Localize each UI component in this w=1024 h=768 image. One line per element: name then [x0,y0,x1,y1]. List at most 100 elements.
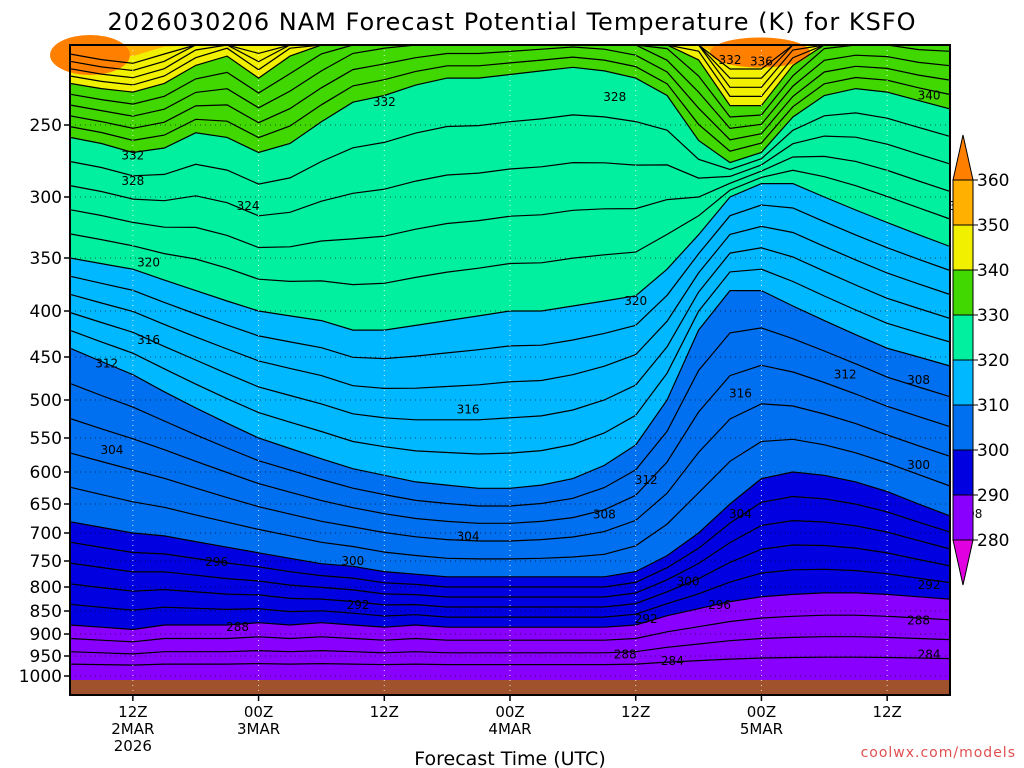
y-tick-label: 400 [30,302,62,322]
colorbar-label: 290 [977,486,1009,506]
colorbar-legend: 360 350 340 330 320 310 300 290 280 [952,134,1009,586]
x-tick-label: 00Z [495,703,524,721]
contour-line [69,438,951,560]
contour-line [69,112,951,185]
x-tick-label: 2MAR [111,720,154,738]
contour-label: 288 [907,613,930,627]
contour-label: 292 [918,578,941,592]
contour-label: 296 [708,598,731,612]
contour-label: 300 [677,574,700,588]
chart-title: 2026030206 NAM Forecast Potential Temper… [107,8,916,36]
contour-line [69,519,951,598]
contour-label: 308 [907,373,930,387]
contour-line [69,247,951,421]
contour-line [69,636,951,655]
colorbar-label: 360 [977,171,1009,191]
colorbar-low-arrow [952,539,974,586]
y-tick-label: 650 [30,495,62,515]
contour-label: 312 [95,356,118,370]
contour-label: 312 [834,368,857,382]
contour-label: 328 [121,174,144,188]
contour-line [69,290,951,489]
y-tick-label: 1000 [19,667,62,687]
x-tick-label: 2026 [114,737,152,755]
colorbar-bin [952,269,974,316]
y-axis: 250 300 350 400 450 500 550 600 650 700 750 800 850 9… [19,116,70,687]
y-tick-label: 750 [30,552,62,572]
contour-line [69,46,951,141]
x-tick-label: 5MAR [740,720,783,738]
y-tick-label: 500 [30,391,62,411]
contour-line [69,169,951,286]
contour-line [69,268,951,455]
x-tick-label: 12Z [370,703,399,721]
x-tick-label: 4MAR [488,720,531,738]
contour-label: 316 [137,333,160,347]
contour-label: 284 [661,654,684,668]
contour-line [69,56,951,152]
contour-label: 308 [593,508,616,522]
colorbar-bin [952,224,974,271]
y-tick-label: 800 [30,578,62,598]
contour-label: 328 [603,90,626,104]
contour-line [69,568,951,618]
x-tick-label: 12Z [118,703,147,721]
colorbar-bin [952,359,974,406]
colorbar-bin [952,494,974,541]
colorbar-bin [952,179,974,226]
contour-line [69,364,951,524]
contour-label: 336 [750,55,773,69]
contour-label: 316 [729,386,752,400]
contour-line [69,471,951,578]
x-tick-label: 12Z [621,703,650,721]
y-tick-label: 250 [30,116,62,136]
contour-line [69,66,951,164]
contour-label: 304 [729,507,752,521]
y-tick-label: 350 [30,249,62,269]
contour-label: 340 [918,88,941,102]
contour-line [69,656,951,666]
contour-label: 320 [624,294,647,308]
y-tick-label: 450 [30,348,62,368]
colorbar-bin [952,449,974,496]
x-tick-label: 12Z [872,703,901,721]
y-tick-label: 850 [30,602,62,622]
contour-line [69,135,951,217]
y-tick-label: 550 [30,429,62,449]
colorbar-label: 350 [977,216,1009,236]
contour-label: 316 [457,402,480,416]
contour-line [69,225,951,390]
colorbar-label: 330 [977,306,1009,326]
contour-label: 332 [719,53,742,67]
contour-label: 288 [614,648,637,662]
y-tick-label: 700 [30,524,62,544]
contour-label: 292 [347,598,370,612]
credit-text: coolwx.com/models [861,745,1016,761]
contour-line [69,592,951,631]
contour-label: 288 [226,620,249,634]
colorbar-bin [952,314,974,361]
contour-label: 312 [635,473,658,487]
y-tick-label: 900 [30,625,62,645]
colorbar-label: 340 [977,261,1009,281]
colorbar-label: 300 [977,441,1009,461]
contour-label: 300 [907,458,930,472]
contour-line [69,155,951,249]
colorbar-label: 320 [977,351,1009,371]
colorbar-label: 280 [977,531,1009,551]
contour-label: 296 [205,555,228,569]
colorbar-label: 310 [977,396,1009,416]
ground-surface [70,680,950,695]
colorbar-bin [952,404,974,451]
contour-label: 332 [121,148,144,162]
y-tick-label: 300 [30,188,62,208]
contour-label: 304 [457,529,480,543]
x-tick-label: 00Z [747,703,776,721]
x-tick-label: 3MAR [237,720,280,738]
contour-label: 292 [635,612,658,626]
contour-label: 320 [137,256,160,270]
contour-label: 324 [237,199,260,213]
y-tick-label: 950 [30,647,62,667]
x-tick-label: 00Z [244,703,273,721]
